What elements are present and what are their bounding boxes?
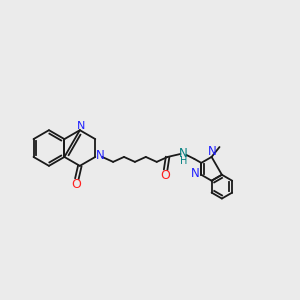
- Text: N: N: [179, 148, 188, 160]
- Text: N: N: [208, 146, 217, 158]
- Text: N: N: [96, 149, 105, 162]
- Text: O: O: [161, 169, 171, 182]
- Text: N: N: [191, 167, 200, 180]
- Text: H: H: [180, 156, 187, 166]
- Text: O: O: [71, 178, 81, 191]
- Text: N: N: [76, 121, 85, 131]
